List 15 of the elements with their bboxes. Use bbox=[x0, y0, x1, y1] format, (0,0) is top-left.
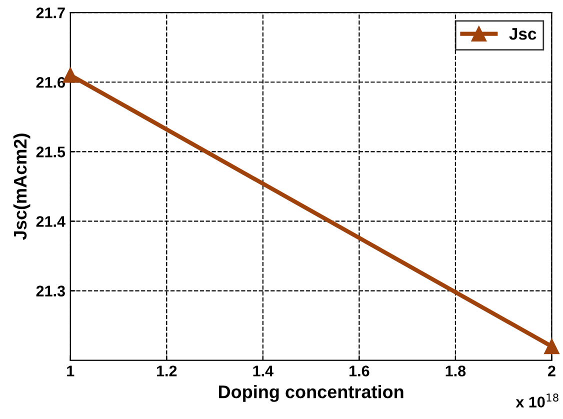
x-tick-label: 1.2 bbox=[156, 366, 177, 376]
x-tick-label: 1.4 bbox=[253, 366, 274, 376]
legend-label: Jsc bbox=[509, 28, 536, 40]
x-tick-label: 1.8 bbox=[446, 366, 466, 376]
x-tick-label: 1 bbox=[67, 366, 74, 376]
x-axis-title: Doping concentration bbox=[218, 385, 404, 402]
x-tick-label: 1.6 bbox=[350, 366, 370, 376]
y-tick-label: 21.6 bbox=[36, 76, 65, 88]
text: x 10$^{18}$ bbox=[516, 394, 558, 408]
y-tick-label: 21.4 bbox=[36, 216, 66, 227]
x-tick-label: 2 bbox=[548, 366, 556, 376]
y-tick-label: 21.3 bbox=[36, 286, 65, 296]
y-axis-title: Jsc(mAcm2) bbox=[13, 134, 30, 240]
y-tick-label: 21.7 bbox=[36, 7, 65, 18]
y-tick-label: 21.5 bbox=[36, 146, 66, 158]
